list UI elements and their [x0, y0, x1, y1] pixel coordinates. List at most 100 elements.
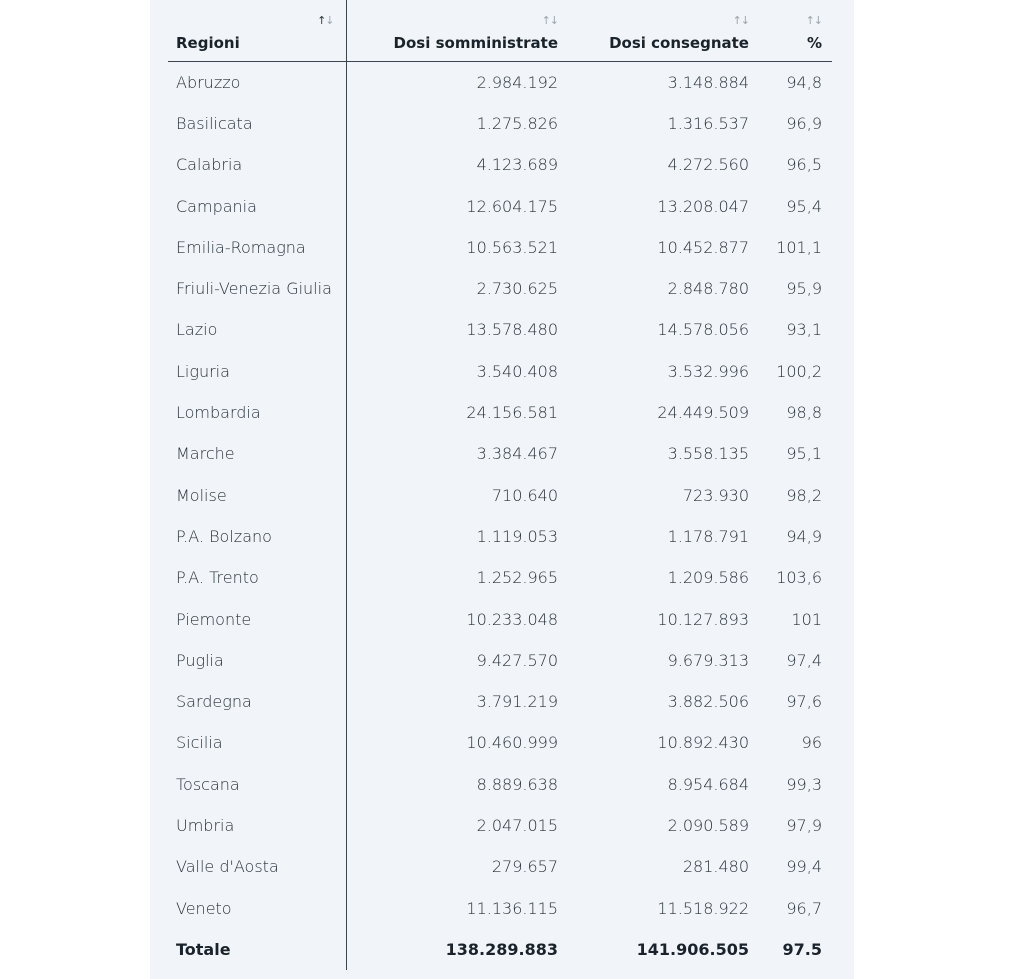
sort-icon[interactable]: ↑↓ — [805, 13, 823, 27]
cell-administered: 4.123.689 — [476, 155, 558, 175]
table-row: Abruzzo 2.984.192 3.148.884 94,8 — [168, 61, 832, 103]
cell-administered: 24.156.581 — [466, 403, 558, 423]
table-row: Liguria 3.540.408 3.532.996 100,2 — [168, 350, 832, 392]
cell-delivered: 11.518.922 — [657, 898, 749, 918]
table-row: Campania 12.604.175 13.208.047 95,4 — [168, 185, 832, 227]
table-row: Emilia-Romagna 10.563.521 10.452.877 101,1 — [168, 226, 832, 268]
table-row: Basilicata 1.275.826 1.316.537 96,9 — [168, 102, 832, 145]
cell-percent: 95,1 — [786, 444, 822, 464]
table-row: P.A. Trento 1.252.965 1.209.586 103,6 — [168, 557, 832, 599]
cell-percent: 97,6 — [786, 692, 822, 712]
cell-region: Molise — [168, 474, 347, 516]
cell-administered: 1.119.053 — [476, 526, 558, 546]
column-header-label: Dosi consegnate — [609, 33, 749, 52]
cell-region: Puglia — [168, 639, 347, 681]
sort-icon[interactable]: ↑↓ — [317, 13, 334, 27]
cell-administered: 1.252.965 — [476, 568, 558, 588]
total-label: Totale — [168, 928, 347, 970]
cell-administered: 13.578.480 — [466, 320, 558, 340]
sort-icon[interactable]: ↑↓ — [541, 13, 559, 27]
cell-administered: 10.563.521 — [466, 237, 558, 257]
total-administered: 138.289.883 — [445, 939, 558, 959]
column-header-percent[interactable]: ↑↓ % — [759, 0, 832, 62]
cell-percent: 97,4 — [786, 650, 822, 670]
cell-region: P.A. Trento — [168, 557, 347, 599]
cell-region: Sicilia — [168, 722, 347, 764]
cell-administered: 3.791.219 — [476, 692, 558, 712]
column-header-label: Dosi somministrate — [393, 33, 558, 52]
table-panel: ↑↓ Regioni ↑↓ Dosi somministrate ↑↓ Dosi… — [150, 0, 854, 979]
cell-delivered: 1.178.791 — [667, 526, 749, 546]
cell-delivered: 723.930 — [682, 485, 749, 505]
cell-region: Friuli-Venezia Giulia — [168, 267, 347, 310]
cell-administered: 8.889.638 — [476, 774, 558, 794]
cell-region: Liguria — [168, 350, 347, 392]
cell-administered: 2.984.192 — [476, 72, 558, 92]
cell-region: Lazio — [168, 309, 347, 351]
cell-region: Umbria — [168, 804, 347, 847]
cell-region: Campania — [168, 185, 347, 227]
cell-administered: 710.640 — [491, 485, 558, 505]
cell-administered: 3.384.467 — [476, 444, 558, 464]
cell-region: Marche — [168, 433, 347, 475]
column-header-label: Regioni — [176, 33, 240, 52]
table-body: Abruzzo 2.984.192 3.148.884 94,8 Basilicata 1… — [168, 61, 832, 929]
cell-administered: 10.460.999 — [466, 733, 558, 753]
table-row: Lombardia 24.156.581 24.449.509 98,8 — [168, 391, 832, 434]
column-header-regioni[interactable]: ↑↓ Regioni — [168, 0, 347, 62]
cell-administered: 10.233.048 — [466, 609, 558, 629]
cell-region: Valle d'Aosta — [168, 846, 347, 888]
table-row: Lazio 13.578.480 14.578.056 93,1 — [168, 309, 832, 351]
cell-percent: 95,4 — [786, 196, 822, 216]
cell-region: Emilia-Romagna — [168, 226, 347, 268]
column-header-dosi-somministrate[interactable]: ↑↓ Dosi somministrate — [346, 0, 568, 62]
cell-delivered: 2.090.589 — [667, 815, 749, 835]
table-row: Calabria 4.123.689 4.272.560 96,5 — [168, 144, 832, 186]
sort-icon[interactable]: ↑↓ — [732, 13, 750, 27]
cell-percent: 93,1 — [786, 320, 822, 340]
cell-delivered: 10.127.893 — [657, 609, 749, 629]
cell-percent: 95,9 — [786, 279, 822, 299]
cell-region: Calabria — [168, 144, 347, 186]
cell-delivered: 3.148.884 — [667, 72, 749, 92]
table-row: Puglia 9.427.570 9.679.313 97,4 — [168, 639, 832, 681]
cell-percent: 96,7 — [786, 898, 822, 918]
cell-percent: 94,8 — [786, 72, 822, 92]
table-row: Sicilia 10.460.999 10.892.430 96 — [168, 722, 832, 764]
cell-delivered: 3.558.135 — [667, 444, 749, 464]
table-row: Toscana 8.889.638 8.954.684 99,3 — [168, 763, 832, 805]
cell-percent: 96,5 — [786, 155, 822, 175]
cell-delivered: 4.272.560 — [667, 155, 749, 175]
cell-administered: 9.427.570 — [476, 650, 558, 670]
cell-delivered: 13.208.047 — [657, 196, 749, 216]
cell-region: Basilicata — [168, 102, 347, 145]
cell-region: Sardegna — [168, 680, 347, 723]
column-header-label: % — [806, 33, 822, 52]
cell-percent: 98,2 — [786, 485, 822, 505]
cell-administered: 1.275.826 — [476, 113, 558, 133]
cell-administered: 12.604.175 — [466, 196, 558, 216]
table-row: Friuli-Venezia Giulia 2.730.625 2.848.780 9… — [168, 267, 832, 310]
header-row: ↑↓ Regioni ↑↓ Dosi somministrate ↑↓ Dosi… — [168, 0, 832, 62]
table-row: Sardegna 3.791.219 3.882.506 97,6 — [168, 680, 832, 723]
total-delivered: 141.906.505 — [636, 939, 749, 959]
table-row: Veneto 11.136.115 11.518.922 96,7 — [168, 887, 832, 929]
total-percent: 97.5 — [782, 939, 822, 959]
cell-region: Lombardia — [168, 391, 347, 434]
cell-administered: 279.657 — [491, 857, 558, 877]
cell-administered: 2.730.625 — [476, 279, 558, 299]
cell-delivered: 9.679.313 — [667, 650, 749, 670]
table-row: Marche 3.384.467 3.558.135 95,1 — [168, 433, 832, 475]
cell-percent: 98,8 — [786, 403, 822, 423]
cell-delivered: 3.882.506 — [667, 692, 749, 712]
column-header-dosi-consegnate[interactable]: ↑↓ Dosi consegnate — [568, 0, 759, 62]
cell-percent: 96,9 — [786, 113, 822, 133]
cell-administered: 2.047.015 — [476, 815, 558, 835]
cell-delivered: 1.209.586 — [667, 568, 749, 588]
cell-region: Veneto — [168, 887, 347, 929]
vaccine-doses-table: ↑↓ Regioni ↑↓ Dosi somministrate ↑↓ Dosi… — [168, 0, 832, 970]
cell-percent: 101 — [791, 609, 822, 629]
cell-percent: 101,1 — [776, 237, 822, 257]
cell-delivered: 14.578.056 — [657, 320, 749, 340]
cell-percent: 96 — [801, 733, 822, 753]
